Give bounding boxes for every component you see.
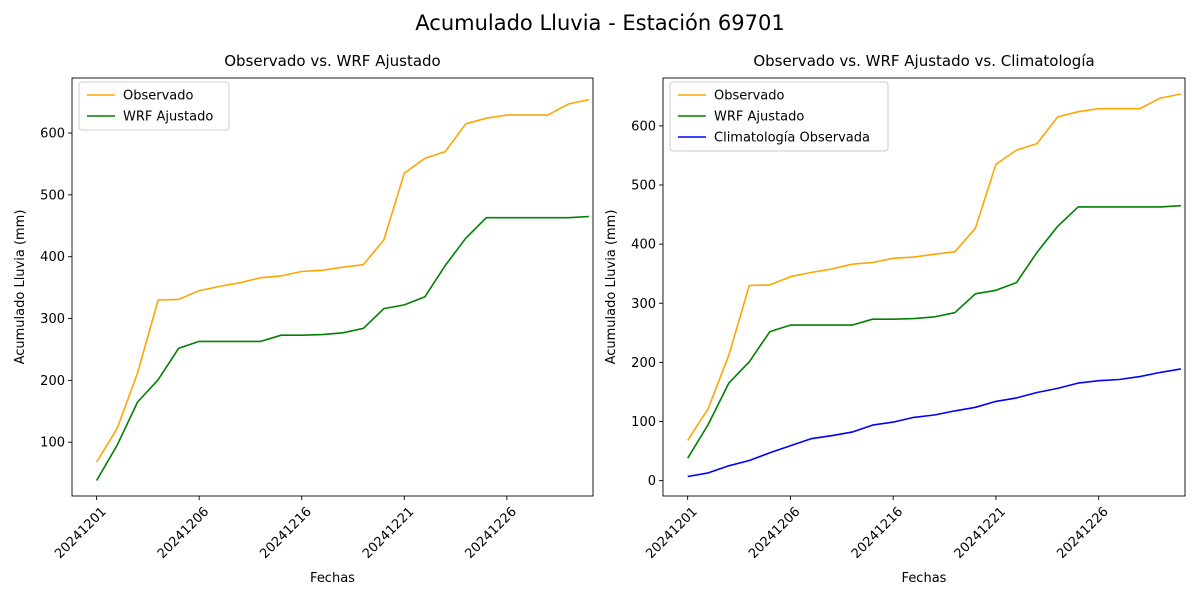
figure-title: Acumulado Lluvia - Estación 69701: [415, 11, 784, 35]
axes-frame: [71, 77, 594, 497]
y-tick-label: 300: [40, 312, 65, 327]
legend: Observado WRF Ajustado: [78, 81, 230, 131]
x-axis-label: Fechas: [310, 571, 355, 586]
subplot-2: Observado vs. WRF Ajustado vs. Climatolo…: [604, 52, 1186, 586]
y-tick-label: 600: [631, 119, 656, 134]
series-line-observado: [687, 93, 1182, 441]
legend: Observado WRF Ajustado Climatología Observ…: [669, 81, 889, 152]
y-tick-label: 400: [40, 250, 65, 265]
y-tick-label: 500: [631, 179, 656, 194]
x-axis-label: Fechas: [902, 571, 947, 586]
series-line-wrf: [95, 215, 589, 481]
x-tick-label: 20241221: [360, 504, 417, 561]
y-tick-label: 300: [631, 297, 656, 312]
series-line-observado: [95, 98, 590, 463]
x-tick-label: 20241216: [257, 504, 314, 561]
x-tick-label: 20241226: [1054, 504, 1111, 561]
x-tick-label: 20241221: [952, 504, 1009, 561]
subplot-1: Observado vs. WRF Ajustado 100 200 300 400 50…: [13, 52, 594, 586]
subplot-title: Observado vs. WRF Ajustado: [224, 52, 440, 70]
axes-frame: [662, 77, 1186, 497]
x-tick-label: 20241226: [463, 504, 520, 561]
y-tick-label: 600: [40, 127, 65, 142]
x-tick-label: 20241206: [746, 504, 803, 561]
legend-box: [669, 81, 889, 152]
y-tick-label: 100: [631, 415, 656, 430]
legend-entry: WRF Ajustado: [714, 110, 804, 125]
x-tick-label: 20241206: [155, 504, 212, 561]
series-line-climatologia: [687, 368, 1182, 478]
legend-entry: Observado: [714, 89, 785, 104]
subplot-title: Observado vs. WRF Ajustado vs. Climatolo…: [753, 52, 1094, 70]
y-tick-label: 400: [631, 238, 656, 253]
y-tick-label: 200: [40, 374, 65, 389]
y-tick-label: 0: [648, 474, 656, 489]
legend-entry: WRF Ajustado: [123, 110, 213, 125]
legend-entry: Observado: [123, 89, 194, 104]
legend-box: [78, 81, 230, 131]
x-tick-label: 20241201: [643, 504, 700, 561]
legend-entry: Climatología Observada: [714, 131, 870, 146]
y-tick-label: 200: [631, 356, 656, 371]
series-line-wrf: [687, 204, 1181, 459]
y-tick-label: 500: [40, 188, 65, 203]
y-axis-label: Acumulado Lluvia (mm): [13, 210, 28, 365]
y-tick-label: 100: [40, 436, 65, 451]
x-tick-label: 20241201: [52, 504, 109, 561]
x-tick-label: 20241216: [849, 504, 906, 561]
y-axis-label: Acumulado Lluvia (mm): [604, 210, 619, 365]
